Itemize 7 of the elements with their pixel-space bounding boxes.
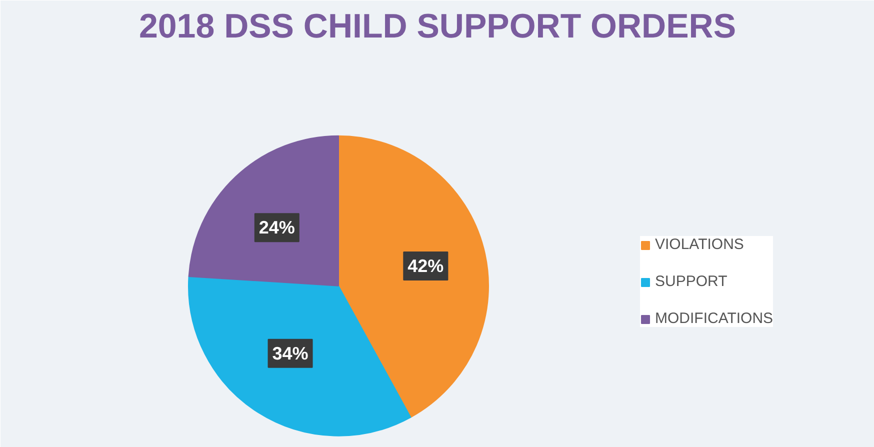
data-label: 42% xyxy=(408,256,444,276)
data-label: 24% xyxy=(258,218,295,238)
legend-label: VIOLATIONS xyxy=(655,236,744,253)
legend-label: SUPPORT xyxy=(655,273,728,290)
data-label: 34% xyxy=(272,343,308,364)
chart-title: 2018 DSS CHILD SUPPORT ORDERS xyxy=(138,8,736,46)
legend-label: MODIFICATIONS xyxy=(655,310,774,327)
